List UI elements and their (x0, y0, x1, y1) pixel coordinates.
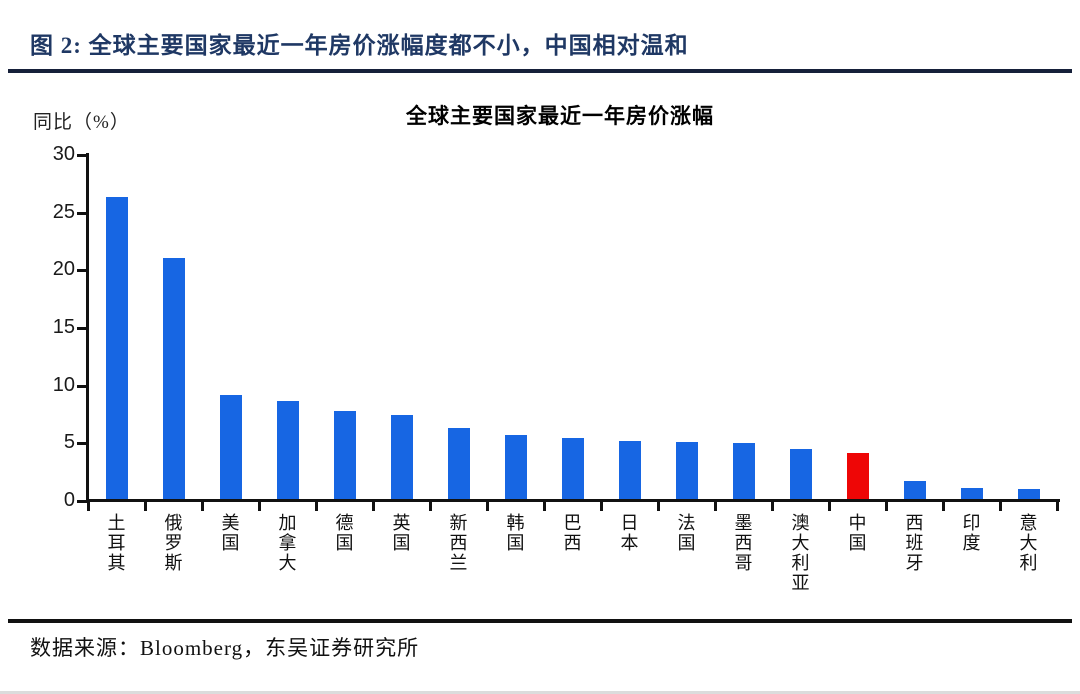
chart-bar-巴西 (561, 437, 584, 501)
y-axis-unit-label: 同比（%） (33, 112, 130, 133)
x-axis-label-text: 德国 (335, 513, 354, 553)
chart-title: 全球主要国家最近一年房价涨幅 (406, 104, 714, 128)
chart-bar-西班牙 (903, 481, 926, 501)
x-tick-mark (258, 502, 261, 511)
x-axis-label: 意大利 (1000, 513, 1057, 573)
x-axis-label-text: 法国 (677, 513, 696, 553)
y-tick-label: 25 (52, 200, 75, 223)
x-axis-label: 墨西哥 (715, 513, 772, 573)
chart-bar-美国 (219, 394, 242, 501)
chart-bar-中国 (846, 452, 869, 501)
x-tick-mark (429, 502, 432, 511)
chart-bar-意大利 (1017, 489, 1040, 501)
x-axis-label: 中国 (829, 513, 886, 553)
x-tick-mark (714, 502, 717, 511)
x-tick-mark (600, 502, 603, 511)
x-tick-mark (144, 502, 147, 511)
x-axis-label-text: 英国 (392, 513, 411, 553)
y-tick-label: 30 (52, 143, 75, 165)
x-axis-label: 印度 (943, 513, 1000, 553)
chart-bar-日本 (618, 441, 641, 501)
y-tick-mark (77, 154, 86, 157)
chart-bar-法国 (675, 442, 698, 501)
x-axis-label: 德国 (316, 513, 373, 553)
x-tick-mark (201, 502, 204, 511)
y-tick-mark (77, 384, 86, 388)
x-axis-label: 加拿大 (259, 513, 316, 573)
x-axis-label-text: 俄罗斯 (164, 513, 183, 573)
x-axis-label-text: 中国 (848, 513, 867, 553)
x-axis-label: 韩国 (487, 513, 544, 553)
chart-bar-印度 (960, 488, 983, 501)
x-tick-mark (315, 502, 318, 511)
chart-bar-加拿大 (276, 400, 299, 501)
chart-bar-土耳其 (105, 196, 128, 501)
x-tick-mark (942, 502, 945, 511)
x-axis-label: 土耳其 (88, 513, 145, 573)
x-axis-label-text: 加拿大 (278, 513, 297, 573)
x-axis-label-text: 意大利 (1019, 513, 1038, 573)
x-tick-mark (87, 502, 90, 511)
x-axis-label: 美国 (202, 513, 259, 553)
x-axis-label-text: 澳大利亚 (791, 513, 810, 593)
page-bottom-edge (0, 691, 1080, 694)
x-axis-label: 日本 (601, 513, 658, 553)
y-tick-label: 5 (63, 431, 75, 454)
chart-bar-墨西哥 (732, 443, 755, 501)
y-tick-label: 10 (52, 373, 75, 396)
y-tick-mark (77, 500, 86, 503)
x-axis-label: 法国 (658, 513, 715, 553)
chart-bar-德国 (333, 411, 356, 501)
x-axis-label: 新西兰 (430, 513, 487, 573)
x-axis-label-text: 韩国 (506, 513, 525, 553)
chart-bar-俄罗斯 (162, 257, 185, 501)
x-axis-label: 英国 (373, 513, 430, 553)
x-axis-label-text: 日本 (620, 513, 639, 553)
bottom-divider (8, 619, 1072, 623)
x-axis-label: 巴西 (544, 513, 601, 553)
chart-bar-韩国 (504, 435, 527, 501)
x-axis-label-text: 美国 (221, 513, 240, 553)
figure-caption: 图 2: 全球主要国家最近一年房价涨幅度都不小，中国相对温和 (30, 33, 689, 58)
y-tick-label: 20 (52, 258, 75, 281)
y-tick-mark (77, 327, 86, 330)
source-note: 数据来源：Bloomberg，东吴证券研究所 (30, 636, 420, 660)
x-axis-label-text: 土耳其 (107, 513, 126, 573)
x-tick-mark (486, 502, 489, 511)
y-tick-mark (77, 442, 86, 446)
top-divider (8, 69, 1072, 73)
y-axis-line (86, 153, 89, 503)
y-tick-label: 0 (63, 489, 75, 511)
x-axis-label: 俄罗斯 (145, 513, 202, 573)
x-axis-label: 西班牙 (886, 513, 943, 573)
x-axis-label-text: 新西兰 (449, 513, 468, 573)
x-axis-label-text: 印度 (962, 513, 981, 553)
x-tick-mark (1056, 502, 1059, 511)
x-tick-mark (372, 502, 375, 511)
x-tick-mark (828, 502, 831, 511)
x-tick-mark (885, 502, 888, 511)
x-axis-label-text: 巴西 (563, 513, 582, 553)
y-tick-mark (77, 211, 86, 215)
y-tick-mark (77, 269, 86, 273)
x-axis-line (86, 499, 1060, 502)
x-tick-mark (657, 502, 660, 511)
chart-bar-英国 (390, 414, 413, 501)
x-axis-label-text: 墨西哥 (734, 513, 753, 573)
x-axis-label: 澳大利亚 (772, 513, 829, 593)
chart-bar-澳大利亚 (789, 449, 812, 501)
x-tick-mark (543, 502, 546, 511)
x-tick-mark (771, 502, 774, 511)
y-tick-label: 15 (52, 316, 75, 338)
x-axis-label-text: 西班牙 (905, 513, 924, 573)
x-tick-mark (999, 502, 1002, 511)
chart-bar-新西兰 (447, 428, 470, 501)
